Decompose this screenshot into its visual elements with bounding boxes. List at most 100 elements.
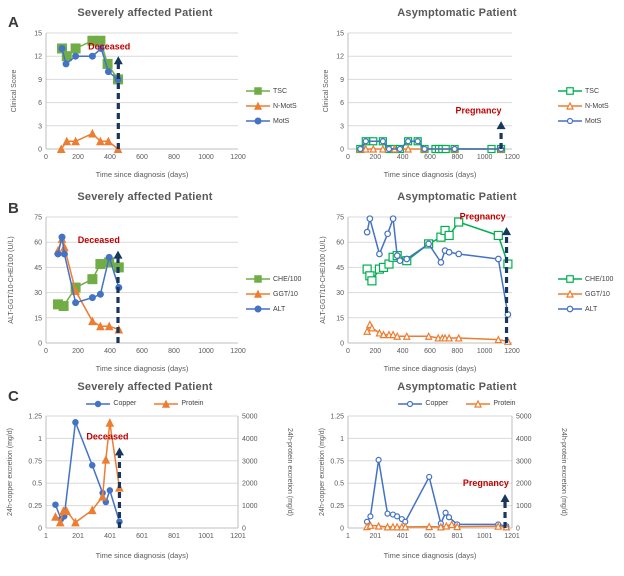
x-tick-label: 200 — [72, 154, 84, 161]
marker-circle — [363, 228, 371, 236]
marker-circle — [88, 462, 96, 469]
x-axis-label: Time since diagnosis (days) — [384, 364, 477, 373]
y-tick-label: 0.25 — [28, 503, 42, 510]
legend-item-che-100: CHE/100 — [558, 274, 613, 284]
legend-label: Copper — [113, 400, 137, 407]
legend-label: GGT/10 — [585, 290, 610, 298]
x-tick-label: 601 — [136, 533, 148, 540]
legend-label: Protein — [493, 400, 516, 407]
marker-triangle — [375, 328, 384, 337]
y2-tick-label: 1000 — [516, 503, 532, 510]
marker-circle — [384, 510, 391, 517]
y-tick-label: 75 — [336, 215, 344, 222]
legend-item-protein: Protein — [466, 399, 516, 409]
y-tick-label: 60 — [34, 240, 42, 247]
marker-triangle — [442, 521, 451, 530]
marker-triangle — [393, 331, 402, 340]
marker-square — [254, 275, 262, 283]
marker-triangle — [71, 517, 80, 527]
x-tick-label: 0 — [44, 348, 48, 355]
y-tick-label: 1.25 — [330, 414, 344, 421]
marker-triangle — [494, 521, 503, 530]
marker-square — [70, 43, 81, 54]
y2-tick-label: 5000 — [516, 414, 532, 421]
annotation-label: Deceased — [78, 235, 120, 245]
chart-a-left: Severely affected Patient 0 3 6 9 12 15 0 200 40… — [0, 0, 312, 184]
y-tick-label: 3 — [38, 123, 42, 130]
marker-triangle — [474, 399, 483, 408]
marker-circle — [426, 473, 433, 481]
marker-circle — [393, 252, 401, 259]
y-tick-label: 0.5 — [334, 481, 344, 488]
legend-marker — [246, 101, 270, 110]
marker-triangle — [253, 289, 263, 298]
x-tick-label: 1000 — [198, 154, 214, 161]
y2-tick-label: 0 — [242, 526, 246, 533]
marker-triangle — [393, 522, 402, 531]
marker-circle — [58, 233, 66, 241]
marker-triangle — [369, 144, 378, 153]
legend-marker — [558, 117, 582, 125]
x-tick-label: 1000 — [198, 348, 214, 355]
legend-item-che-100: CHE/100 — [246, 274, 301, 284]
marker-triangle — [56, 144, 66, 153]
legend-item-copper: Copper — [398, 399, 448, 409]
y-axis-label: Clinical Score — [11, 69, 18, 112]
x-tick-label: 1 — [44, 533, 48, 540]
chart-a-right: Asymptomatic Patient 0 3 6 9 12 15 0 200 400 600 8… — [312, 0, 624, 184]
series-line-protein — [54, 422, 121, 524]
marker-circle — [494, 255, 502, 263]
marker-circle — [384, 230, 391, 238]
annotation-arrow-head — [496, 121, 506, 130]
y-tick-label: 0 — [38, 526, 42, 533]
marker-triangle — [383, 522, 392, 531]
marker-triangle — [436, 522, 445, 531]
marker-triangle — [402, 331, 411, 340]
legend-item-ggt-10: GGT/10 — [246, 289, 301, 299]
x-tick-label: 600 — [424, 348, 436, 355]
marker-circle — [88, 52, 96, 60]
x-tick-label: 801 — [451, 533, 463, 540]
y2-tick-label: 2000 — [242, 481, 258, 488]
chart-c-right: Asymptomatic Patient Copper Protein 0 0.25… — [312, 376, 624, 576]
annotation-arrow-head — [114, 447, 124, 456]
marker-triangle — [87, 505, 97, 515]
marker-circle — [376, 250, 383, 258]
chart-a-left-plot: 0 3 6 9 12 15 0 200 400 600 800 1000 1200 Time since … — [11, 31, 246, 180]
legend-item-mots: MotS — [558, 116, 609, 126]
marker-triangle — [96, 136, 105, 146]
y-axis-label: 24h-copper excretion (mg/d) — [7, 428, 14, 516]
marker-triangle — [367, 323, 376, 332]
marker-triangle — [379, 330, 388, 339]
marker-triangle — [445, 333, 454, 342]
annotation-label: Deceased — [86, 431, 128, 441]
marker-circle — [54, 250, 62, 258]
x-tick-label: 1 — [346, 533, 350, 540]
y-tick-label: 9 — [38, 77, 42, 84]
x-tick-label: 401 — [104, 533, 116, 540]
legend-label: GGT/10 — [273, 290, 298, 298]
legend-marker — [246, 87, 270, 95]
panel-row-b: B Severely affected Patient 0 15 30 45 60 75 0… — [0, 184, 624, 376]
x-tick-label: 1200 — [230, 154, 246, 161]
y-tick-label: 12 — [34, 54, 42, 61]
marker-circle — [389, 215, 397, 223]
marker-circle — [566, 305, 574, 313]
x-tick-label: 400 — [104, 348, 116, 355]
chart-b-left: Severely affected Patient 0 15 30 45 60 75 0 20… — [0, 184, 312, 376]
marker-triangle — [566, 289, 574, 298]
x-tick-label: 200 — [369, 348, 381, 355]
chart-title-b-left: Severely affected Patient — [77, 191, 213, 203]
y-tick-label: 0.25 — [330, 503, 344, 510]
marker-circle — [62, 60, 70, 68]
x-tick-label: 400 — [104, 154, 116, 161]
legend-label: CHE/100 — [273, 275, 302, 283]
marker-circle — [393, 513, 401, 520]
legend-marker — [246, 289, 270, 298]
legend-marker — [558, 87, 582, 95]
x-tick-label: 1200 — [504, 154, 520, 161]
chart-title-b-right: Asymptomatic Patient — [397, 191, 517, 203]
legend-label: N-MotS — [585, 102, 609, 110]
legend-label: ALT — [585, 305, 598, 313]
